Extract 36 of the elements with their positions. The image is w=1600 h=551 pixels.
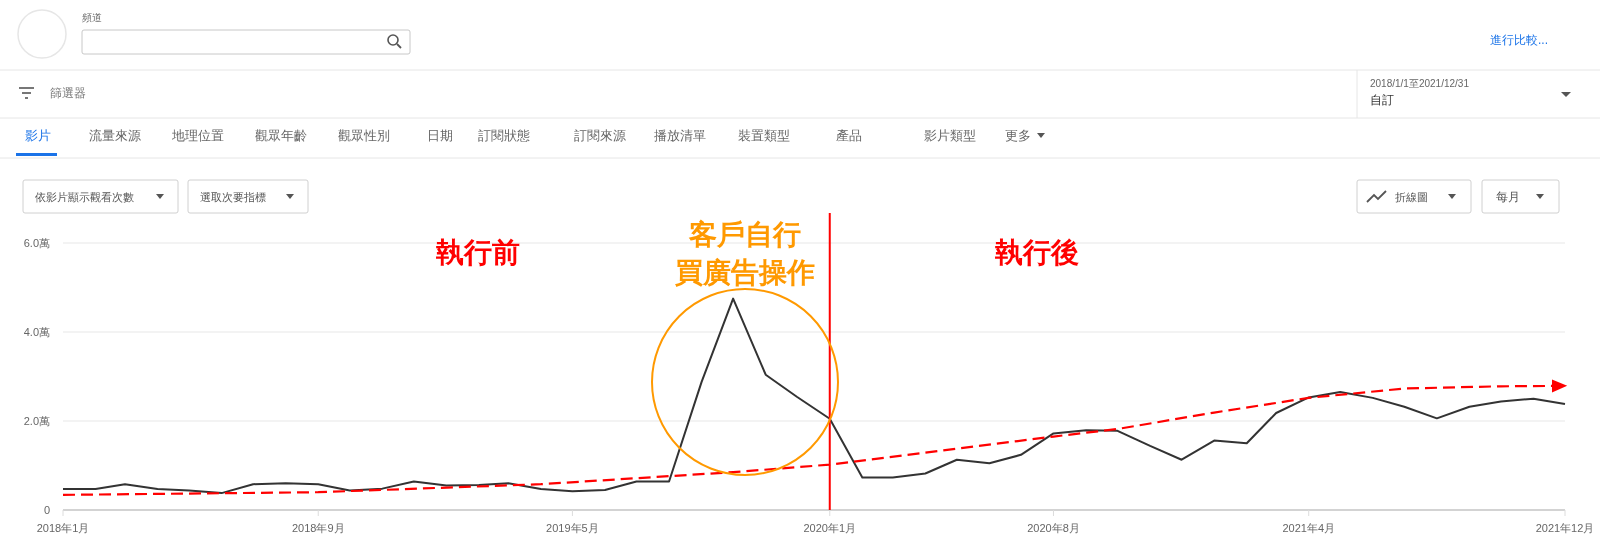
- annotation: 執行前: [436, 237, 520, 268]
- annotation: 流量來源: [89, 128, 141, 143]
- annotation: 客戶自行買廣告操作: [675, 219, 815, 288]
- xtick: 2018年1月: [36, 522, 90, 534]
- annotation: 執行後: [995, 237, 1079, 268]
- annotation: 日期: [427, 128, 453, 143]
- ytick: 6.0萬: [23, 237, 50, 249]
- annotation: 選取次要指標: [200, 191, 266, 203]
- annotation: 影片: [25, 128, 51, 143]
- xtick: 2020年1月: [803, 522, 857, 534]
- annotation: 播放清單: [654, 128, 706, 143]
- annotation: 頻道: [82, 12, 102, 23]
- annotation: 每月: [1496, 190, 1520, 204]
- annotation: 2018/1/1至2021/12/31: [1370, 78, 1469, 89]
- xtick: 2019年5月: [546, 522, 599, 534]
- annotation: 觀眾性別: [338, 128, 390, 143]
- xtick: 2021年4月: [1282, 522, 1335, 534]
- annotation: 裝置類型: [738, 128, 790, 143]
- xtick: 2021年12月: [1535, 522, 1595, 534]
- annotation: 訂閱狀態: [478, 128, 530, 143]
- annotation: 觀眾年齡: [255, 128, 307, 143]
- ytick: 2.0萬: [23, 415, 50, 427]
- annotation: 進行比較...: [1490, 33, 1548, 47]
- annotation: 折線圖: [1395, 191, 1428, 203]
- annotation: 產品: [836, 128, 862, 143]
- ytick: 0: [43, 504, 50, 516]
- annotation: 影片類型: [924, 128, 976, 143]
- annotation: 依影片顯示觀看次數: [35, 191, 134, 203]
- annotation: 地理位置: [172, 128, 224, 143]
- annotation: 訂閱來源: [574, 128, 626, 143]
- xtick: 2020年8月: [1027, 522, 1080, 534]
- annotation: 篩選器: [50, 86, 86, 100]
- annotation: 自訂: [1370, 93, 1394, 107]
- ytick: 4.0萬: [23, 326, 50, 338]
- xtick: 2018年9月: [291, 522, 345, 534]
- annotation: 更多: [1005, 128, 1031, 143]
